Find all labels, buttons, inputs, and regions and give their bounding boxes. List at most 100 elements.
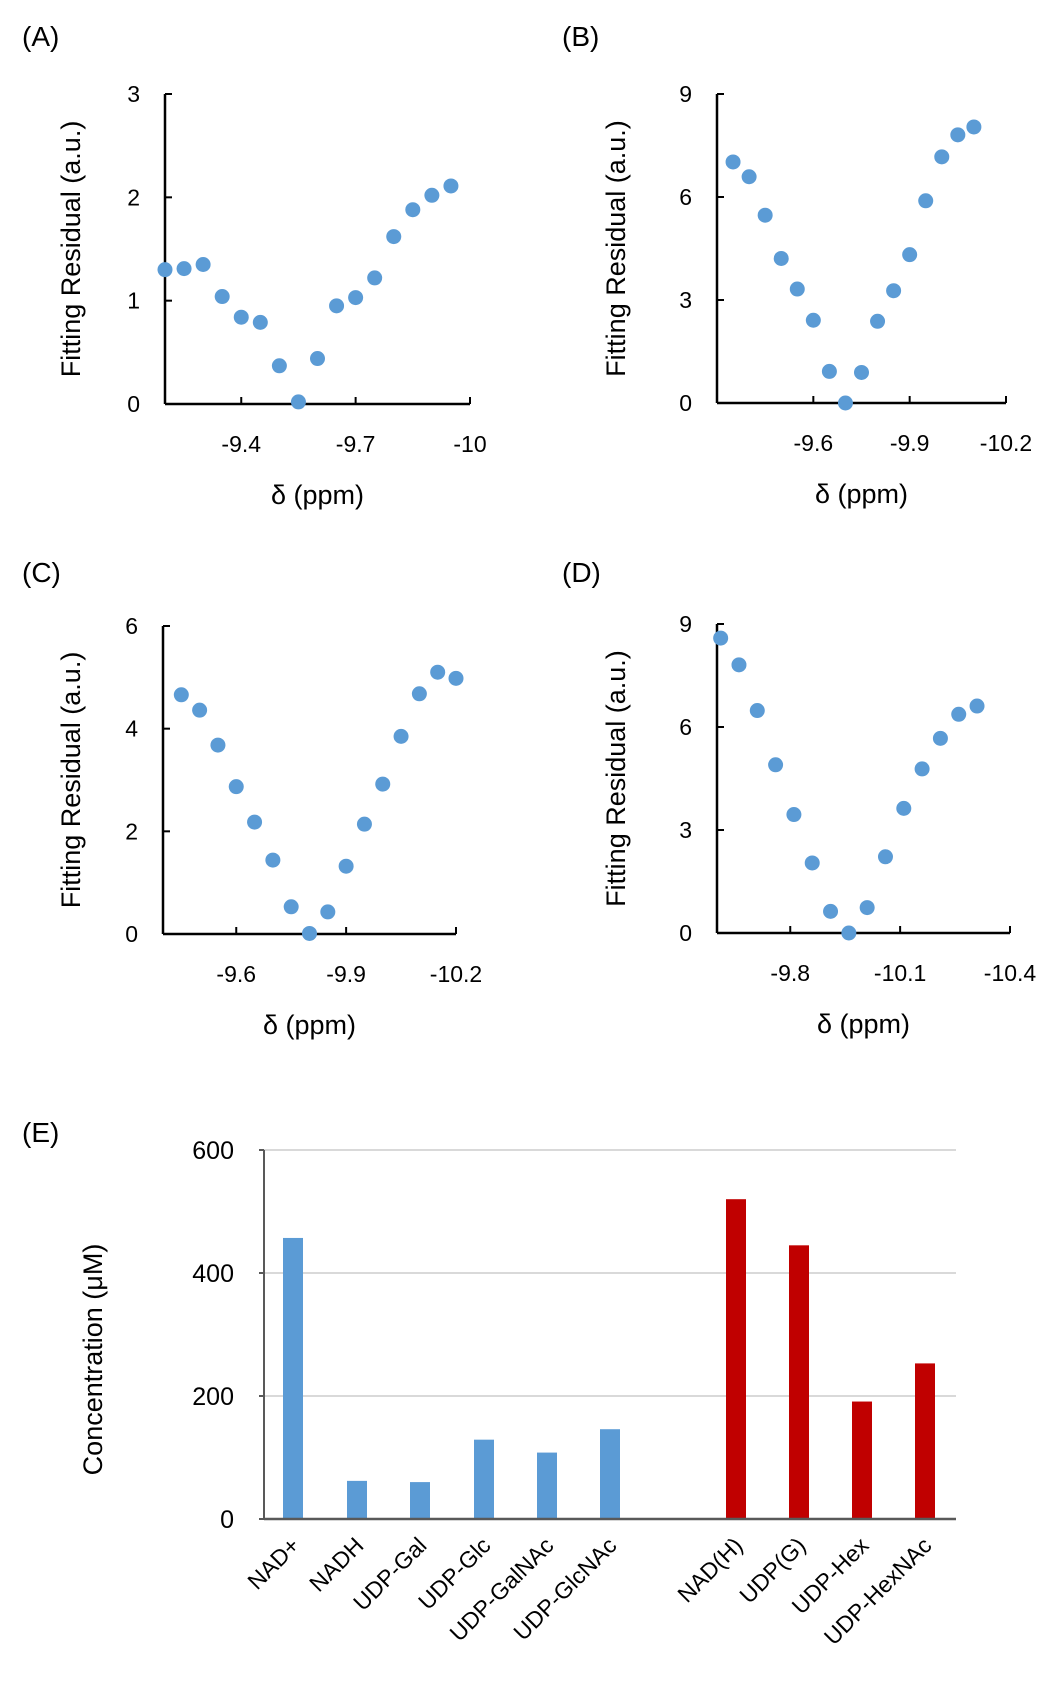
x-tick-label: -9.9 [326,961,366,987]
data-point [393,728,409,744]
scatter-panel-c: (C) 0 2 4 6 -9.6 -9.9 -10.2 δ (ppm) Fitting Resid… [22,557,482,1040]
y-tick-label: 0 [125,921,138,947]
data-point [302,925,317,941]
data-point [741,169,757,185]
y-tick-label: 4 [125,716,138,742]
x-tick-label: -10 [453,431,486,457]
y-tick-label: 2 [127,184,140,210]
data-point [233,309,249,325]
y-tick-label: 0 [127,391,140,417]
data-point [805,312,821,328]
data-point [430,664,446,680]
data-point [375,776,391,792]
data-point [950,127,966,143]
bar [410,1482,430,1519]
data-point [448,670,464,686]
data-point [914,761,930,777]
data-point [749,703,765,719]
x-tick-label: -10.4 [984,960,1037,986]
data-point [367,270,383,286]
data-point [854,364,869,380]
data-point [424,187,440,203]
data-point [320,904,336,920]
y-tick-label: 3 [679,287,692,313]
y-axis-title: Fitting Residual (a.u.) [601,120,631,377]
y-tick-label: 9 [679,81,692,107]
x-tick-label: -9.4 [221,431,261,457]
data-point [356,816,372,832]
data-point [443,178,459,194]
x-tick-label: -10.2 [430,961,482,987]
x-axis-title: δ (ppm) [817,1009,910,1039]
data-point [283,899,299,915]
bar [283,1237,303,1519]
y-tick-label: 6 [679,714,692,740]
y-tick-label: 0 [679,390,692,416]
data-point [870,313,886,329]
y-tick-label: 6 [679,184,692,210]
bar [915,1363,935,1519]
x-tick-label: -9.8 [770,960,810,986]
data-point [821,363,837,379]
data-point [405,202,421,218]
y-axis-title: Fitting Residual (a.u.) [56,121,86,378]
data-point [214,289,230,305]
bar [537,1452,557,1519]
bar [726,1199,746,1519]
y-axis-title: Fitting Residual (a.u.) [601,650,631,907]
bar [347,1480,367,1519]
data-point [713,630,729,646]
data-point [271,358,287,374]
bar [600,1429,620,1519]
data-point [789,281,805,297]
bar [852,1401,872,1519]
data-point [157,262,173,278]
data-point [902,247,918,263]
category-label: NAD+ [242,1532,304,1594]
y-tick-label: 200 [192,1383,234,1411]
data-point [786,807,802,823]
y-tick-label: 0 [679,920,692,946]
x-tick-label: -9.7 [336,431,376,457]
data-point [265,852,281,868]
y-axis-title: Fitting Residual (a.u.) [56,652,86,909]
data-point [210,737,226,753]
data-point [310,351,325,367]
data-point [195,257,211,272]
panel-label: (B) [562,21,599,52]
data-point [804,855,820,871]
data-point [247,814,263,830]
y-tick-label: 3 [127,81,140,107]
data-point [841,925,857,941]
data-point [290,394,306,410]
data-point [348,290,364,306]
panel-label: (E) [22,1117,59,1148]
data-point [731,657,747,673]
x-axis-title: δ (ppm) [815,479,908,509]
y-tick-label: 400 [192,1260,234,1288]
x-tick-label: -9.6 [216,961,256,987]
y-tick-label: 600 [192,1137,234,1165]
bar [474,1439,494,1519]
data-point [896,800,912,816]
data-point [768,757,784,773]
y-tick-label: 2 [125,818,138,844]
data-point [859,900,875,916]
data-point [969,698,985,714]
data-point [757,207,773,223]
data-point [837,395,853,411]
bar [789,1245,809,1519]
x-axis-title: δ (ppm) [263,1010,356,1040]
data-point [823,903,839,919]
x-tick-label: -9.6 [794,430,834,456]
x-tick-label: -10.2 [980,430,1032,456]
data-point [877,849,893,865]
category-label: NAD(H) [672,1532,747,1607]
data-point [173,687,189,703]
data-point [252,314,268,330]
data-point [338,858,354,874]
y-tick-label: 1 [127,288,140,314]
data-point [934,149,950,165]
